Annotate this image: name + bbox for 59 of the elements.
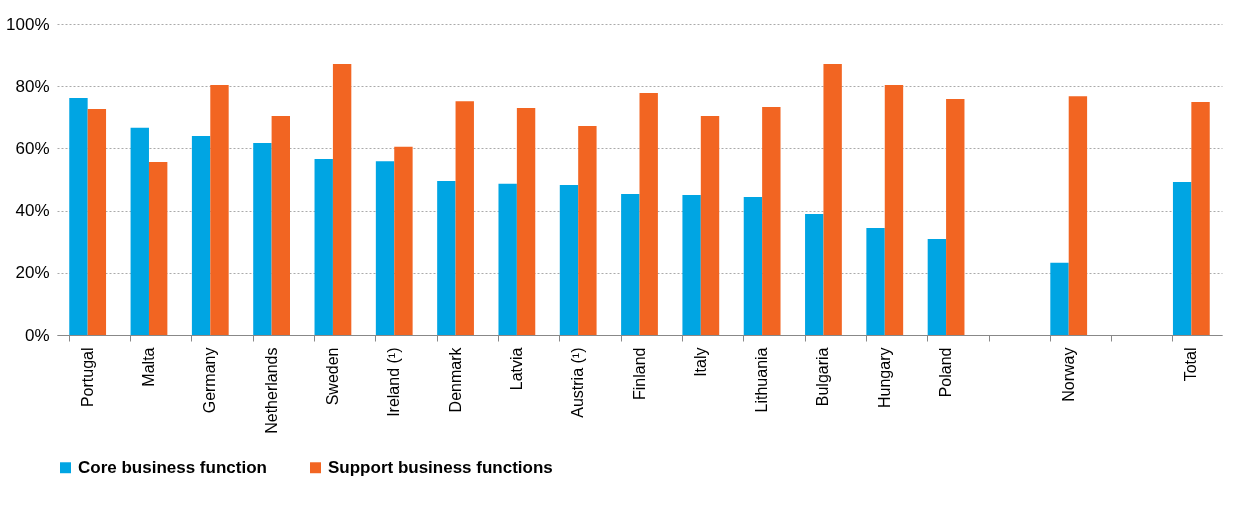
- legend-label: Support business functions: [328, 457, 553, 477]
- y-tick-label: 0%: [24, 325, 50, 345]
- bar: [394, 146, 413, 335]
- bar: [682, 195, 701, 335]
- x-tick-label: Finland: [630, 347, 648, 400]
- bar: [191, 135, 211, 335]
- bar: [210, 84, 229, 335]
- x-tick-label: Ireland (¹): [385, 347, 403, 417]
- legend-label: Core business function: [78, 457, 267, 477]
- bar: [1068, 96, 1088, 335]
- bar: [743, 196, 763, 335]
- x-tick-label: Poland: [937, 347, 955, 398]
- x-tick-label: Hungary: [875, 347, 893, 408]
- bar: [578, 126, 597, 335]
- x-tick-label: Italy: [691, 347, 709, 377]
- bar: [621, 194, 640, 335]
- bar: [559, 185, 579, 335]
- bar: [455, 101, 474, 335]
- bar: [1191, 102, 1210, 335]
- x-tick-label: Total: [1182, 347, 1200, 382]
- x-tick-label: Sweden: [323, 347, 341, 406]
- bar: [375, 161, 395, 335]
- bar: [69, 98, 88, 335]
- x-tick-label: Bulgaria: [814, 347, 832, 407]
- bar: [884, 84, 904, 335]
- x-tick-label: Denmark: [446, 346, 464, 413]
- bar: [1050, 262, 1069, 335]
- y-tick-label: 20%: [15, 263, 50, 283]
- bar: [639, 93, 658, 335]
- bar: [314, 158, 333, 335]
- bar: [498, 183, 517, 335]
- bar: [1172, 181, 1192, 335]
- x-tick-label: Latvia: [507, 347, 525, 391]
- y-tick-label: 60%: [15, 138, 50, 158]
- x-tick-label: Norway: [1059, 347, 1077, 402]
- bar: [253, 143, 272, 335]
- x-tick-label: Netherlands: [262, 347, 280, 434]
- bar: [332, 64, 352, 335]
- bar: [946, 98, 965, 335]
- y-tick-label: 100%: [6, 14, 50, 34]
- bar: [130, 127, 149, 335]
- bar: [271, 116, 290, 335]
- x-tick-label: Germany: [201, 347, 219, 414]
- bar: [762, 107, 781, 335]
- x-tick-label: Austria (¹): [569, 347, 587, 418]
- y-tick-label: 40%: [15, 201, 50, 221]
- bar: [87, 108, 107, 335]
- x-tick-label: Malta: [139, 347, 157, 387]
- bar: [437, 181, 456, 335]
- bar: [148, 162, 168, 335]
- x-tick-label: Portugal: [78, 347, 96, 408]
- bar: [700, 116, 720, 335]
- bar: [927, 238, 947, 335]
- bar: [805, 214, 824, 335]
- bar: [516, 107, 536, 335]
- x-tick-label: Lithuania: [753, 347, 771, 413]
- y-tick-label: 80%: [15, 76, 50, 96]
- bar: [866, 228, 885, 335]
- bar: [823, 64, 842, 335]
